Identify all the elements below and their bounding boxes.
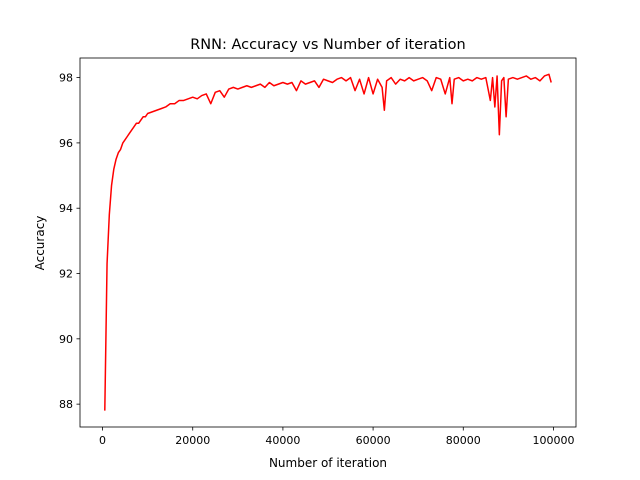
series-line-0: [104, 73, 552, 411]
y-tick-label: 96: [59, 137, 73, 150]
plot-area: 0 20000 40000 60000 80000 100000 88 90 92 94 96 98: [59, 57, 577, 447]
y-tick-label: 88: [59, 398, 73, 411]
x-tick-label: 60000: [356, 434, 391, 447]
y-axis-label: Accuracy: [33, 216, 47, 271]
y-tick-label: 98: [59, 72, 73, 85]
x-tick-label: 0: [99, 434, 106, 447]
x-tick-label: 80000: [446, 434, 481, 447]
axes-frame: [79, 57, 577, 428]
y-tick-label: 92: [59, 268, 73, 281]
chart-title: RNN: Accuracy vs Number of iteration: [190, 37, 466, 53]
x-tick-label: 20000: [175, 434, 210, 447]
y-tick-label: 90: [59, 333, 73, 346]
x-tick-label: 40000: [265, 434, 300, 447]
x-axis-label: Number of iteration: [269, 456, 387, 470]
y-tick-label: 94: [59, 202, 73, 215]
x-tick-label: 100000: [532, 434, 574, 447]
